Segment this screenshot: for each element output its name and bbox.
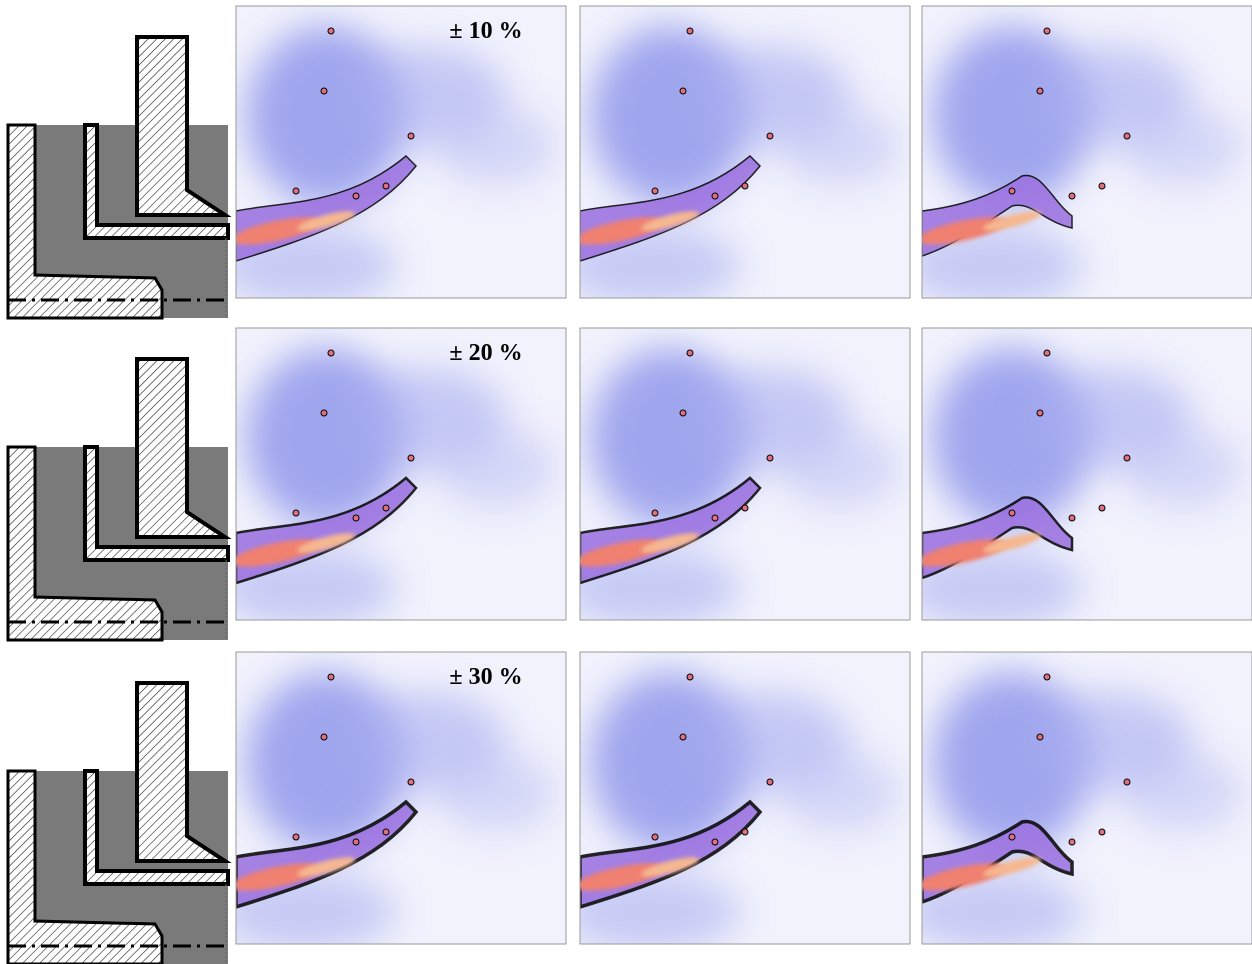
droplet — [383, 829, 389, 835]
droplet — [680, 734, 686, 740]
droplet — [687, 350, 693, 356]
droplet — [1009, 188, 1015, 194]
figure: ± 10 % ± 20 % ± 30 % — [0, 0, 1252, 964]
field-panel: ± 20 % — [216, 328, 566, 628]
row-label: ± 20 % — [449, 340, 522, 366]
field-panel: ± 10 % — [216, 6, 566, 306]
droplet — [1044, 350, 1050, 356]
droplet — [383, 505, 389, 511]
droplet — [321, 410, 327, 416]
droplet — [408, 133, 414, 139]
droplet — [1009, 510, 1015, 516]
droplet — [1009, 834, 1015, 840]
droplet — [1124, 779, 1130, 785]
droplet — [767, 455, 773, 461]
droplet — [652, 188, 658, 194]
row-label: ± 30 % — [449, 664, 522, 690]
field-panel — [902, 6, 1252, 306]
field-panel — [560, 652, 910, 952]
droplet — [321, 88, 327, 94]
droplet — [1069, 515, 1075, 521]
droplet — [1099, 505, 1105, 511]
field-panel — [902, 652, 1252, 952]
droplet — [712, 839, 718, 845]
row-label: ± 10 % — [449, 18, 522, 44]
droplet — [293, 834, 299, 840]
droplet — [293, 510, 299, 516]
droplet — [328, 350, 334, 356]
droplet — [321, 734, 327, 740]
droplet — [1044, 28, 1050, 34]
droplet — [328, 674, 334, 680]
cloud — [436, 752, 556, 832]
droplet — [1099, 829, 1105, 835]
droplet — [652, 510, 658, 516]
field-panel — [560, 328, 910, 628]
cloud — [780, 752, 900, 832]
nozzle-schematic — [8, 37, 228, 318]
droplet — [712, 515, 718, 521]
droplet — [408, 455, 414, 461]
droplet — [712, 193, 718, 199]
droplet — [742, 505, 748, 511]
row: ± 30 % — [8, 652, 1252, 964]
droplet — [1037, 88, 1043, 94]
droplet — [687, 674, 693, 680]
droplet — [1069, 193, 1075, 199]
droplet — [1099, 183, 1105, 189]
cloud — [1122, 752, 1242, 832]
droplet — [742, 829, 748, 835]
cloud — [436, 428, 556, 508]
field-panel — [902, 328, 1252, 628]
droplet — [1124, 455, 1130, 461]
droplet — [328, 28, 334, 34]
field-panel — [560, 6, 910, 306]
droplet — [1069, 839, 1075, 845]
droplet — [687, 28, 693, 34]
droplet — [1044, 674, 1050, 680]
droplet — [293, 188, 299, 194]
row: ± 20 % — [8, 328, 1252, 640]
nozzle-schematic — [8, 359, 228, 640]
droplet — [767, 133, 773, 139]
droplet — [680, 410, 686, 416]
cloud — [436, 106, 556, 186]
cloud — [780, 106, 900, 186]
nozzle-schematic — [8, 683, 228, 964]
droplet — [742, 183, 748, 189]
cloud — [1122, 428, 1242, 508]
droplet — [1037, 410, 1043, 416]
cloud — [1122, 106, 1242, 186]
row: ± 10 % — [8, 6, 1252, 318]
droplet — [652, 834, 658, 840]
droplet — [353, 839, 359, 845]
droplet — [353, 515, 359, 521]
droplet — [1124, 133, 1130, 139]
droplet — [767, 779, 773, 785]
droplet — [408, 779, 414, 785]
field-panel: ± 30 % — [216, 652, 566, 952]
droplet — [1037, 734, 1043, 740]
droplet — [680, 88, 686, 94]
cloud — [780, 428, 900, 508]
droplet — [383, 183, 389, 189]
droplet — [353, 193, 359, 199]
rows: ± 10 % ± 20 % ± 30 % — [8, 6, 1252, 964]
